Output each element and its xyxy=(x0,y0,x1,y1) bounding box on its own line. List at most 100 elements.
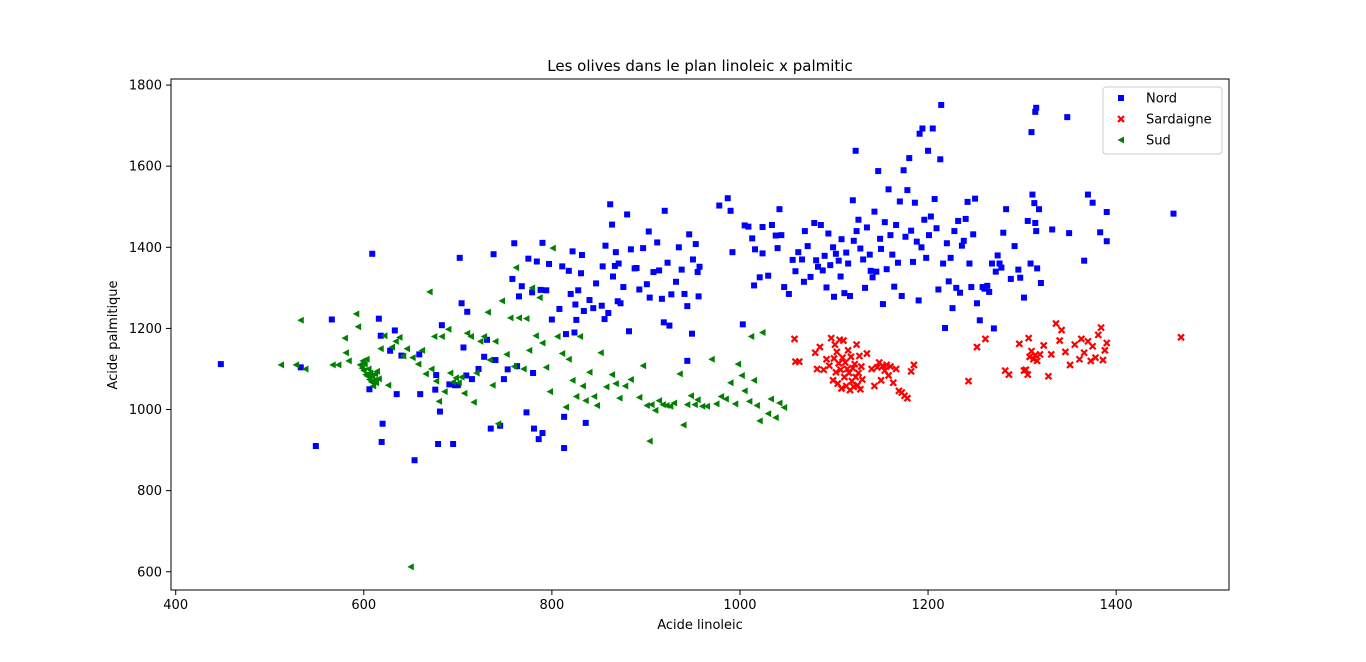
point-nord xyxy=(847,292,854,299)
y-tick-label: 1200 xyxy=(129,322,162,337)
point-sud xyxy=(608,371,616,379)
point-nord xyxy=(759,224,766,231)
point-nord xyxy=(973,300,980,307)
point-nord xyxy=(986,288,993,295)
point-nord xyxy=(633,264,640,271)
point-nord xyxy=(968,284,975,291)
point-nord xyxy=(378,438,385,445)
point-sud xyxy=(756,417,763,425)
point-sud xyxy=(648,401,655,409)
point-nord xyxy=(873,268,880,275)
point-sardaigne xyxy=(834,359,843,368)
point-sud xyxy=(460,389,468,397)
point-nord xyxy=(821,252,828,259)
point-nord xyxy=(827,262,834,269)
point-sud xyxy=(452,374,459,382)
point-nord xyxy=(569,248,576,255)
point-nord xyxy=(964,198,971,205)
point-sud xyxy=(458,373,465,381)
point-sud xyxy=(449,378,457,386)
point-sud xyxy=(708,355,715,363)
point-nord xyxy=(996,260,1003,267)
point-sud xyxy=(476,337,484,345)
point-nord xyxy=(910,258,917,265)
point-sud xyxy=(602,383,610,391)
point-nord xyxy=(923,254,930,261)
point-sud xyxy=(670,399,678,407)
point-sardaigne xyxy=(1102,339,1111,347)
point-nord xyxy=(943,240,950,247)
point-sud xyxy=(738,371,745,379)
point-nord xyxy=(889,251,896,258)
point-nord xyxy=(675,244,682,251)
point-sud xyxy=(373,367,380,375)
point-nord xyxy=(571,329,578,336)
point-sardaigne xyxy=(795,357,803,366)
point-nord xyxy=(902,233,909,240)
point-nord xyxy=(751,282,758,289)
point-nord xyxy=(572,301,579,308)
point-nord xyxy=(881,219,888,226)
point-sud xyxy=(753,401,760,409)
point-nord xyxy=(578,270,585,277)
point-nord xyxy=(778,232,785,239)
point-nord xyxy=(590,305,597,312)
point-nord xyxy=(1033,228,1040,235)
point-sardaigne xyxy=(964,377,973,385)
point-nord xyxy=(567,290,574,297)
legend-marker-sud xyxy=(1117,136,1124,144)
point-sud xyxy=(407,563,414,571)
point-nord xyxy=(694,269,701,276)
point-nord xyxy=(460,344,467,351)
point-sud xyxy=(486,356,493,364)
point-sud xyxy=(364,365,372,373)
point-nord xyxy=(681,290,688,297)
point-sud xyxy=(562,403,569,411)
x-axis-label: Acide linoleic xyxy=(657,618,743,633)
point-nord xyxy=(900,167,907,174)
point-sud xyxy=(399,352,407,360)
point-sardaigne xyxy=(1036,350,1044,359)
point-sud xyxy=(489,381,496,389)
point-sardaigne xyxy=(877,376,885,385)
point-sud xyxy=(522,315,530,323)
point-nord xyxy=(533,258,540,265)
point-nord xyxy=(543,287,550,294)
point-sud xyxy=(767,395,775,403)
point-sardaigne xyxy=(884,371,893,380)
point-nord xyxy=(850,237,857,244)
point-nord xyxy=(650,269,657,276)
point-sud xyxy=(717,393,725,401)
point-nord xyxy=(921,216,928,223)
point-nord xyxy=(605,310,612,317)
point-nord xyxy=(546,260,553,267)
point-nord xyxy=(855,216,862,223)
point-sardaigne xyxy=(1177,333,1185,342)
point-nord xyxy=(875,168,882,175)
point-sud xyxy=(375,375,382,383)
point-nord xyxy=(686,231,693,238)
point-nord xyxy=(582,419,589,426)
point-nord xyxy=(885,186,892,193)
point-nord xyxy=(1015,266,1022,273)
series-sud xyxy=(277,244,788,571)
point-sardaigne xyxy=(981,335,990,343)
point-nord xyxy=(601,316,608,323)
point-sardaigne xyxy=(889,378,898,387)
point-nord xyxy=(955,217,962,224)
point-nord xyxy=(481,353,488,360)
point-nord xyxy=(989,260,996,267)
point-sardaigne xyxy=(857,362,866,371)
point-sud xyxy=(467,333,475,341)
point-sardaigne xyxy=(858,375,867,384)
point-nord xyxy=(640,245,647,252)
point-sud xyxy=(621,382,629,390)
point-nord xyxy=(807,273,814,280)
point-sud xyxy=(549,244,556,252)
point-sud xyxy=(484,308,491,316)
point-nord xyxy=(500,376,507,383)
point-nord xyxy=(929,125,936,132)
point-nord xyxy=(537,286,544,293)
point-sud xyxy=(687,392,695,400)
point-nord xyxy=(970,231,977,238)
